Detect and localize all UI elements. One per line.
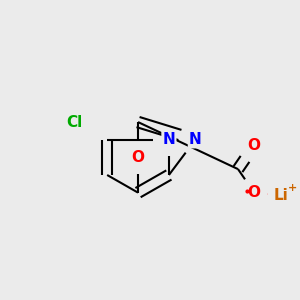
Text: N: N: [189, 132, 202, 147]
Text: Li: Li: [273, 188, 288, 203]
Text: O: O: [248, 138, 261, 153]
Text: +: +: [288, 183, 297, 193]
Text: N: N: [163, 132, 175, 147]
Text: O: O: [248, 185, 261, 200]
Text: Cl: Cl: [67, 115, 83, 130]
Text: Li: Li: [273, 188, 288, 203]
Text: O: O: [131, 150, 145, 165]
